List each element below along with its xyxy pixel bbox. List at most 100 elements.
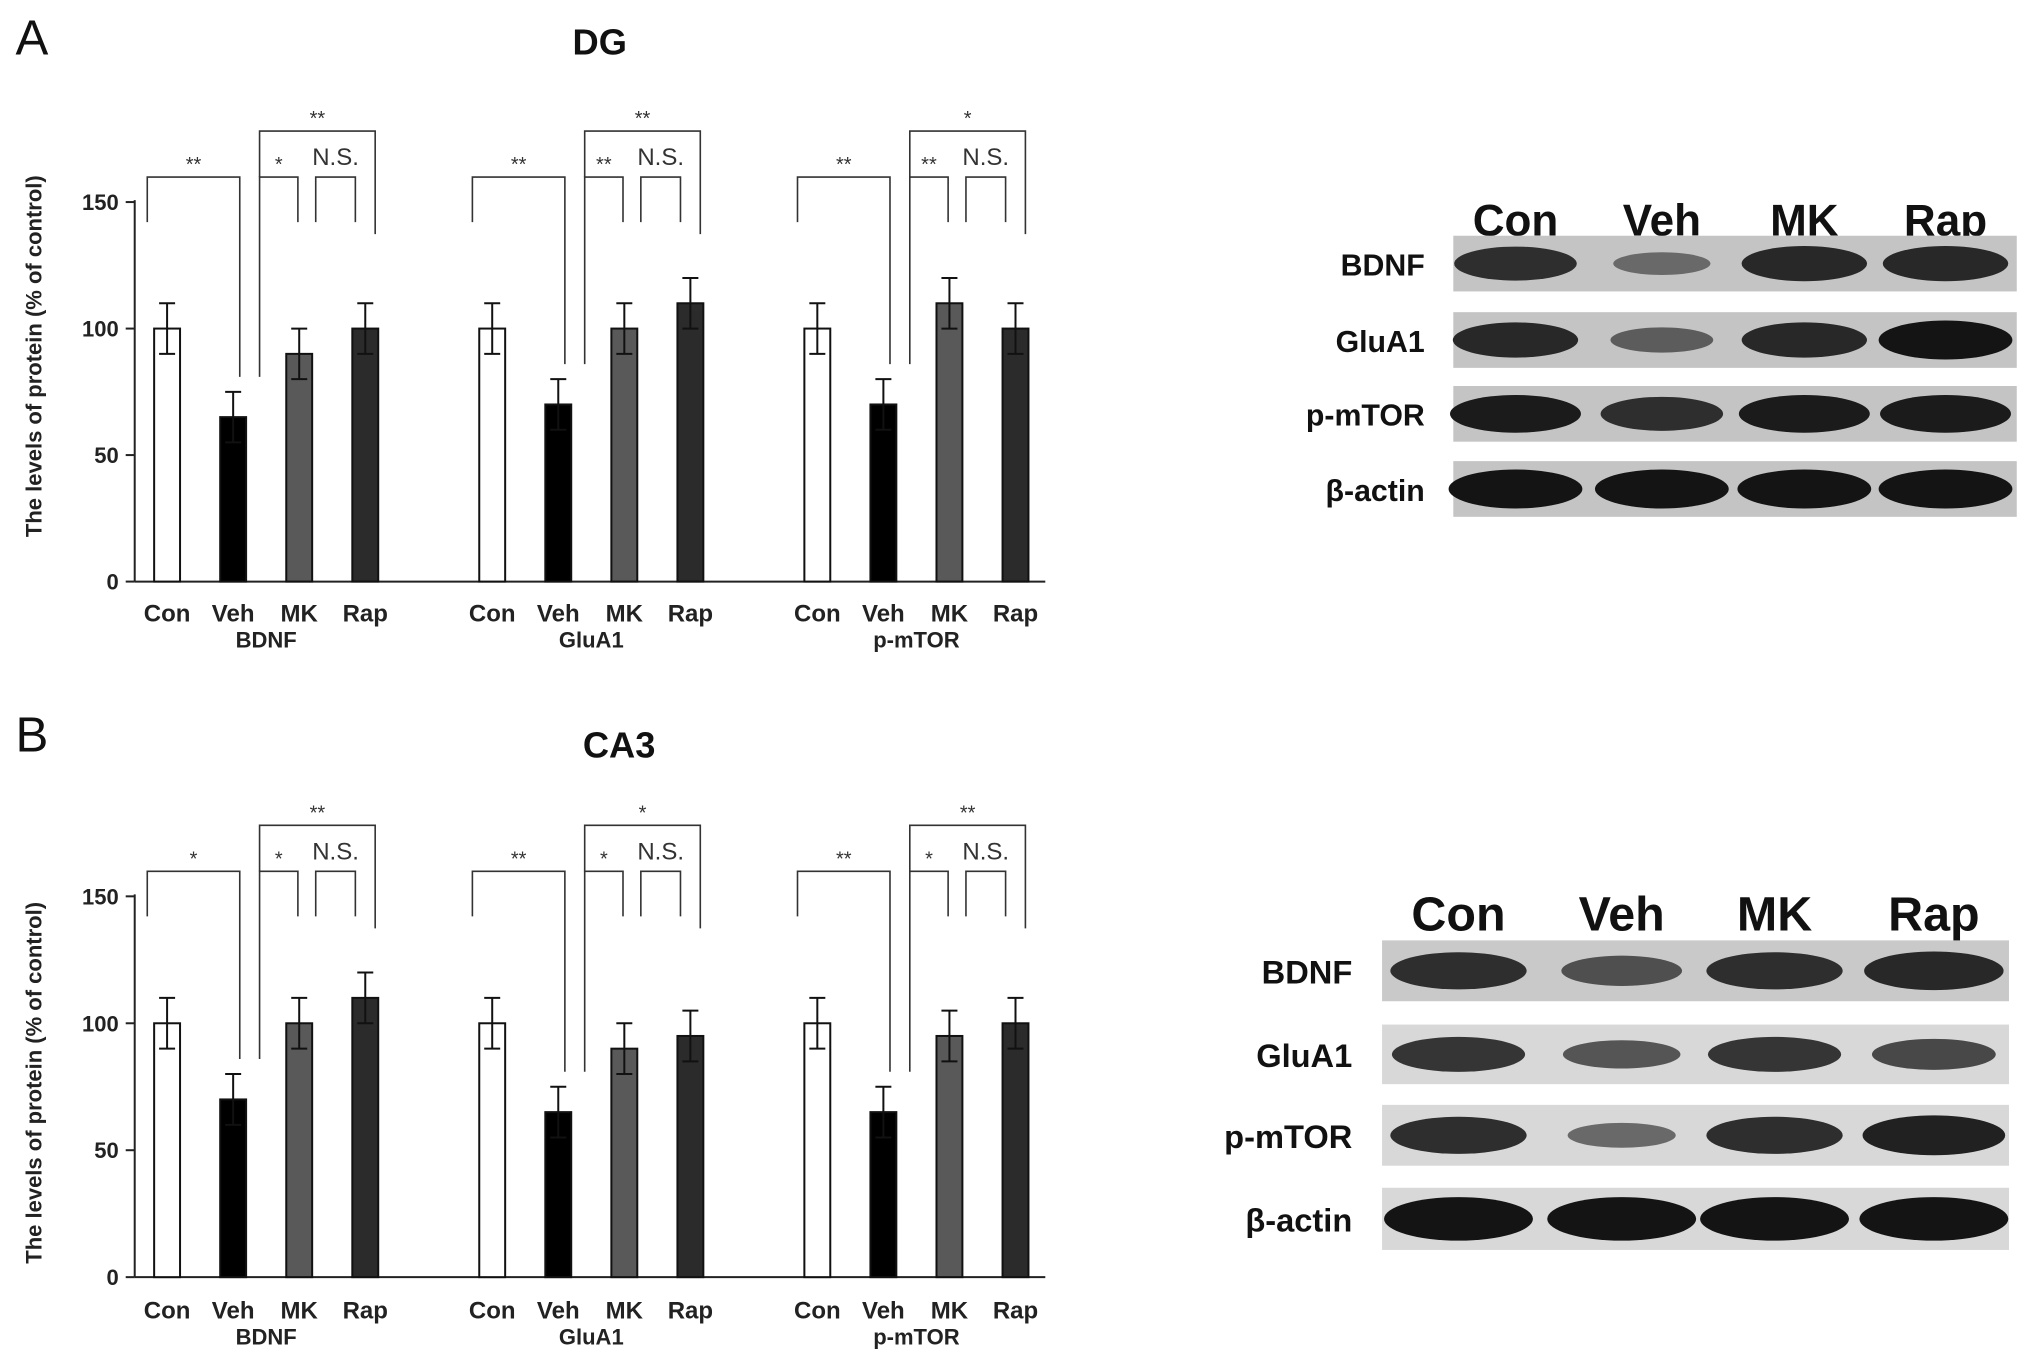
protein-label: GluA1 — [559, 628, 624, 653]
panel-letter: A — [16, 10, 49, 65]
x-tick-label: MK — [931, 1298, 969, 1325]
x-tick-label: Veh — [212, 1298, 255, 1325]
sig-bracket-mk-rap-label: N.S. — [312, 144, 359, 171]
bar-rap — [1001, 1022, 1030, 1279]
western-blot-b: Con Veh MK Rap BDNF GluA1 p-mTOR β-actin — [1224, 888, 2009, 1250]
error-bar-mk — [616, 302, 633, 355]
error-bar-mk — [291, 996, 308, 1050]
sig-bracket-con-veh-label: * — [190, 848, 198, 870]
sig-bracket-mk-rap — [965, 176, 1007, 223]
bar-con — [153, 1022, 182, 1279]
blot-band — [1562, 1040, 1681, 1069]
sig-bracket-con-veh — [796, 870, 891, 1072]
sig-bracket-veh-rap — [258, 130, 376, 235]
bar-mk — [610, 1047, 639, 1279]
bar-con — [153, 327, 182, 583]
blot-row-label: p-mTOR — [1306, 400, 1425, 433]
bar-veh — [869, 1111, 898, 1279]
x-tick-label: Veh — [537, 1298, 580, 1325]
blot-row-label: BDNF — [1262, 954, 1353, 991]
blot-band — [1880, 394, 2012, 433]
blot-band — [1878, 320, 2013, 360]
y-tick-label: 0 — [106, 570, 118, 595]
sig-bracket-veh-rap — [583, 130, 702, 235]
blot-row-label: BDNF — [1341, 249, 1425, 282]
sig-bracket-veh-rap-label: ** — [635, 108, 651, 130]
sig-bracket-mk-rap-label: N.S. — [637, 144, 684, 171]
blot-row-label: GluA1 — [1336, 326, 1425, 359]
x-tick-label: Veh — [537, 601, 580, 628]
blot-row-label: GluA1 — [1256, 1037, 1352, 1074]
bar-rap — [351, 996, 380, 1279]
x-tick-label: Veh — [862, 601, 905, 628]
bar-veh — [544, 403, 573, 583]
sig-bracket-con-veh-label: ** — [511, 848, 527, 870]
bar-mk — [285, 1022, 314, 1279]
sig-bracket-mk-rap — [314, 870, 357, 917]
blot-band — [1594, 469, 1729, 509]
sig-bracket-veh-mk — [583, 870, 624, 1072]
sig-bracket-con-veh-label: ** — [836, 848, 852, 870]
x-tick-label: Rap — [993, 1298, 1038, 1325]
blot-band — [1859, 1197, 2009, 1241]
sig-bracket-veh-rap — [909, 130, 1027, 235]
x-tick-label: Veh — [862, 1298, 905, 1325]
sig-bracket-veh-rap-label: * — [639, 802, 647, 824]
blot-band — [1390, 952, 1527, 990]
sig-bracket-veh-mk — [583, 176, 624, 365]
error-bar-mk — [941, 1009, 958, 1063]
bar-rap — [676, 1034, 705, 1279]
blot-band — [1862, 1115, 2006, 1156]
y-axis-label: The levels of protein (% of control) — [21, 175, 46, 537]
x-tick-label: Rap — [343, 1298, 388, 1325]
error-bar-con — [809, 302, 826, 355]
blot-band — [1871, 1038, 1996, 1070]
bar-mk — [610, 327, 639, 583]
protein-label: BDNF — [236, 628, 297, 653]
blot-band — [1567, 1122, 1676, 1148]
sig-bracket-veh-mk-label: * — [275, 154, 283, 176]
sig-bracket-veh-rap — [583, 824, 702, 929]
panel-a: A DG 0 50 100 150 The levels of protein (% of … — [16, 10, 1046, 653]
blot-band — [1882, 245, 2009, 282]
blot-band — [1878, 469, 2013, 509]
bar-mk — [935, 302, 964, 583]
error-bar-mk — [291, 327, 308, 381]
error-bar-con — [484, 996, 501, 1050]
sig-bracket-veh-rap-label: ** — [310, 108, 326, 130]
bar-con — [478, 1022, 507, 1279]
y-tick-label: 50 — [94, 443, 118, 468]
y-tick-label: 100 — [82, 317, 119, 342]
x-tick-label: Rap — [343, 601, 388, 628]
error-bar-veh — [550, 378, 567, 431]
error-bar-rap — [682, 276, 699, 330]
protein-group-glua1: Con Veh MK Rap GluA1 ** ** N.S. ** — [469, 108, 713, 653]
blot-band — [1737, 469, 1872, 509]
sig-bracket-veh-mk-label: * — [925, 848, 933, 870]
error-bar-veh — [875, 378, 892, 431]
blot-band — [1452, 322, 1579, 358]
blot-column-label: Veh — [1579, 888, 1665, 942]
blot-column-label: Con — [1411, 888, 1505, 942]
sig-bracket-veh-mk-label: * — [600, 848, 608, 870]
blot-row-label: p-mTOR — [1224, 1118, 1352, 1155]
blot-band — [1610, 327, 1714, 353]
sig-bracket-con-veh — [796, 176, 891, 365]
sig-bracket-con-veh-label: ** — [511, 154, 527, 176]
y-axis-label: The levels of protein (% of control) — [21, 902, 46, 1264]
x-tick-label: MK — [931, 601, 969, 628]
x-tick-label: Rap — [993, 601, 1038, 628]
error-bar-con — [809, 996, 826, 1050]
sig-bracket-veh-mk — [909, 870, 949, 1072]
sig-bracket-mk-rap-label: N.S. — [962, 838, 1009, 865]
sig-bracket-mk-rap — [314, 176, 357, 223]
sig-bracket-veh-mk — [258, 870, 299, 1060]
y-tick-label: 50 — [94, 1138, 118, 1163]
error-bar-rap — [682, 1009, 699, 1063]
blot-band — [1706, 952, 1843, 990]
blot-band — [1454, 246, 1577, 281]
sig-bracket-veh-rap — [258, 824, 376, 929]
